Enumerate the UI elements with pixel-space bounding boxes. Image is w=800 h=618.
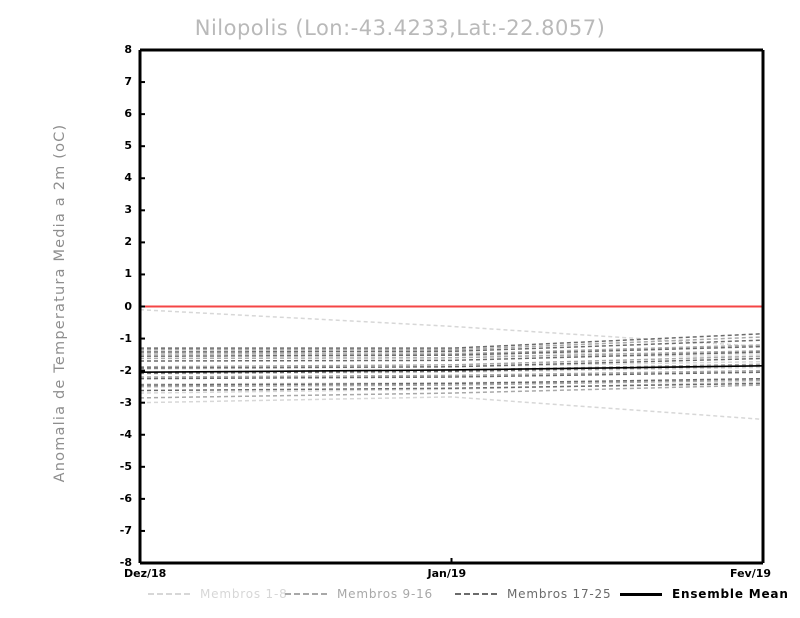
y-tick-label: 1 <box>124 267 132 281</box>
series-line-membros-17-25-member-18 <box>139 339 764 353</box>
series-line-membros-9-16-member-15 <box>139 379 764 388</box>
y-tick-label: -4 <box>119 427 132 441</box>
y-tick-label: 8 <box>124 43 132 56</box>
series-line-membros-17-25-member-25 <box>139 382 764 392</box>
y-tick-label: -6 <box>119 491 132 505</box>
series-line-membros-9-16-member-12 <box>139 355 764 368</box>
legend-swatch-icon <box>285 593 327 595</box>
y-tick-label: -5 <box>119 459 132 473</box>
y-tick-label: -1 <box>119 331 132 345</box>
chart-title: Nilopolis (Lon:-43.4233,Lat:-22.8057) <box>194 16 606 40</box>
legend-entry-4[interactable]: Ensemble Mean <box>620 584 789 604</box>
x-tick-label: Dez/18 <box>124 567 167 580</box>
legend-entry-3[interactable]: Membros 17-25 <box>455 584 611 604</box>
y-tick-label: 0 <box>124 299 132 313</box>
series-line-membros-17-25-member-23 <box>139 371 764 380</box>
series-line-membros-9-16-member-11 <box>139 349 764 360</box>
legend-label: Membros 9-16 <box>337 587 433 601</box>
series-line-membros-17-25-member-17 <box>140 333 764 349</box>
legend-entry-2[interactable]: Membros 9-16 <box>285 584 433 604</box>
series-layer <box>139 305 764 421</box>
axis-tick-layer <box>139 49 764 564</box>
series-line-membros-17-25-member-20 <box>139 351 764 362</box>
y-tick-label: 5 <box>124 139 132 153</box>
y-tick-label: 2 <box>124 235 132 249</box>
legend-label: Ensemble Mean <box>672 587 789 601</box>
series-line-membros-1-8-member-1 <box>139 308 764 348</box>
series-line-membros-17-25-member-19 <box>139 345 764 357</box>
legend-label: Membros 17-25 <box>507 587 612 601</box>
series-line-membros-17-25-member-21 <box>139 357 764 369</box>
series-line-membros-9-16-member-10 <box>140 344 764 355</box>
series-line-membros-9-16-member-9 <box>140 336 764 351</box>
chart-legend: Membros 1-8 Membros 9-16 Membros 17-25 Ense… <box>0 584 800 606</box>
y-tick-label: -8 <box>119 556 132 569</box>
y-tick-label: 7 <box>124 75 132 89</box>
series-line-membros-1-8-member-8 <box>139 396 764 421</box>
series-line-membros-9-16-member-16 <box>139 384 764 399</box>
series-line-membros-9-16-member-14 <box>139 369 764 378</box>
y-tick-label: 3 <box>124 203 132 217</box>
legend-swatch-icon <box>620 592 662 596</box>
series-line-membros-1-8-member-5 <box>139 366 764 375</box>
x-tick-label: Fev/19 <box>730 567 772 580</box>
legend-swatch-icon <box>148 593 190 595</box>
y-tick-label: 4 <box>124 171 132 185</box>
y-tick-label: -3 <box>119 395 132 409</box>
series-line-ensemble-mean <box>139 365 764 374</box>
y-tick-label: 6 <box>124 107 132 121</box>
series-line-membros-17-25-member-24 <box>139 377 764 386</box>
y-tick-label: -2 <box>119 363 132 377</box>
y-tick-label: -7 <box>119 523 132 537</box>
legend-entry-1[interactable]: Membros 1-8 <box>148 584 288 604</box>
x-tick-label: Jan/19 <box>427 567 467 580</box>
legend-label: Membros 1-8 <box>200 587 288 601</box>
legend-swatch-icon <box>455 593 497 595</box>
